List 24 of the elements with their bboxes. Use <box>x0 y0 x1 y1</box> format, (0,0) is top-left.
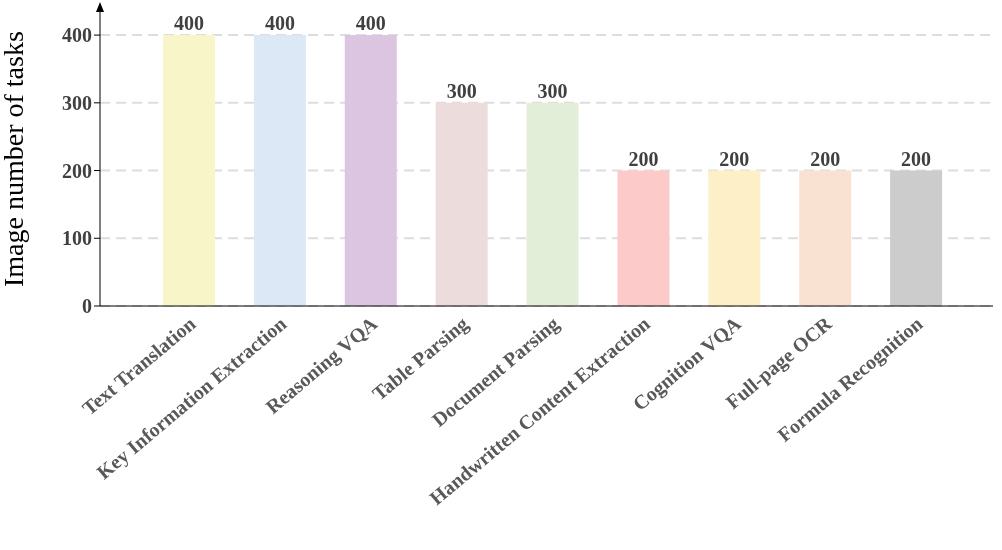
y-tick-label: 100 <box>62 227 92 250</box>
bar <box>890 170 943 306</box>
bar <box>526 102 579 306</box>
data-label: 300 <box>446 79 477 102</box>
bar <box>708 170 761 306</box>
y-tick-label: 400 <box>62 24 92 47</box>
data-label: 300 <box>537 79 568 102</box>
y-tick-label: 200 <box>62 159 92 182</box>
y-axis-title: Image number of tasks <box>0 31 29 287</box>
y-tick-label: 300 <box>62 91 92 114</box>
bar <box>435 102 488 306</box>
bar <box>163 35 215 306</box>
data-label: 200 <box>901 147 932 170</box>
data-label: 400 <box>264 12 295 35</box>
y-tick-label: 0 <box>82 295 92 318</box>
bar <box>253 35 306 306</box>
data-label: 200 <box>719 147 750 170</box>
data-label: 200 <box>628 147 659 170</box>
bar <box>344 35 397 306</box>
bar <box>617 170 670 306</box>
bar <box>799 170 852 306</box>
data-label: 200 <box>810 147 841 170</box>
data-label: 400 <box>174 12 204 35</box>
data-label: 400 <box>355 12 386 35</box>
